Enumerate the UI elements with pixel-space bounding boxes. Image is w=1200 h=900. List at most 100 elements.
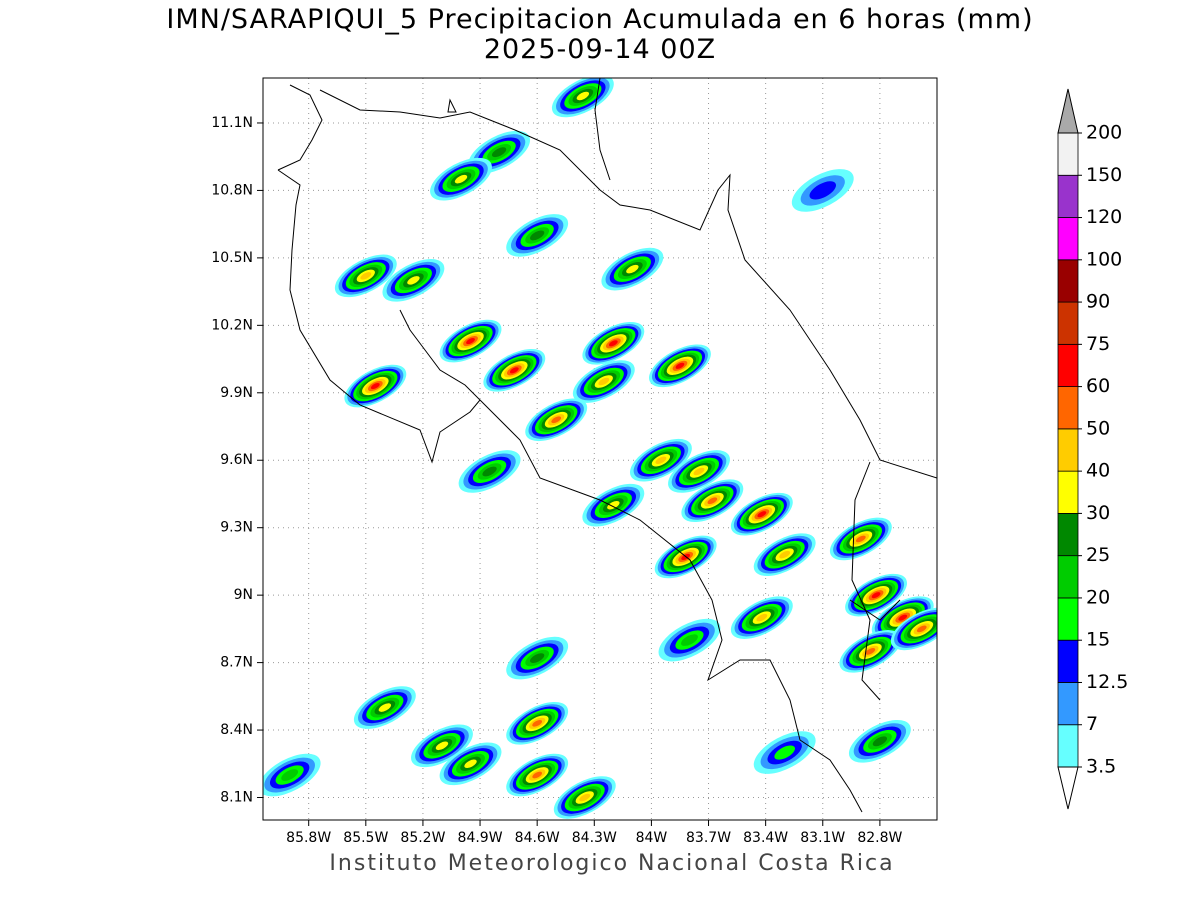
y-tick-label: 9N <box>234 587 253 603</box>
precip-contour <box>809 181 837 200</box>
colorbar-label: 25 <box>1086 544 1110 566</box>
colorbar-segment <box>1057 724 1079 768</box>
precip-cell <box>649 344 711 388</box>
precip-cell <box>753 731 816 774</box>
precip-cell <box>506 636 569 680</box>
colorbar-label: 50 <box>1086 417 1110 439</box>
y-tick-label: 10.8N <box>211 182 253 198</box>
precip-cell <box>382 259 445 302</box>
subtitle: 2025-09-14 00Z <box>484 34 716 65</box>
precip-cell <box>506 214 569 257</box>
precip-cell <box>458 450 521 493</box>
y-tick-label: 11.1N <box>211 115 253 131</box>
precip-contour <box>681 634 698 646</box>
colorbar-label: 12.5 <box>1086 671 1128 693</box>
precip-cell <box>791 169 854 212</box>
precip-cell <box>871 596 934 639</box>
colorbar-segment <box>1057 555 1079 599</box>
colorbar-segment <box>1057 174 1079 218</box>
title: IMN/SARAPIQUI_5 Precipitacion Acumulada … <box>166 4 1033 35</box>
y-tick-label: 9.9N <box>220 385 253 401</box>
colorbar-segment <box>1057 259 1079 303</box>
x-tick-label: 85.8W <box>286 830 331 846</box>
precip-cell <box>506 753 569 797</box>
precip-contour <box>407 276 420 285</box>
colorbar-label: 75 <box>1086 333 1110 355</box>
caribbean-coast <box>514 129 937 479</box>
precip-cell <box>572 360 635 403</box>
colorbar-label: 90 <box>1086 291 1110 313</box>
colorbar-label: 60 <box>1086 375 1110 397</box>
precip-contour <box>865 647 876 655</box>
precip-cell <box>553 776 616 819</box>
precip-contour <box>693 467 705 476</box>
precip-contour <box>898 614 908 621</box>
colorbar-segment <box>1057 682 1079 726</box>
precip-cell <box>839 630 902 673</box>
precip-contour <box>530 230 545 241</box>
y-tick-label: 8.7N <box>220 655 253 671</box>
precip-contour <box>281 769 299 781</box>
colorbar-label: 15 <box>1086 629 1110 651</box>
colorbar-over <box>1057 88 1079 134</box>
x-tick-label: 85.5W <box>343 830 388 846</box>
precip-contour <box>757 511 767 518</box>
y-tick-label: 9.3N <box>220 520 253 536</box>
precip-cell <box>439 319 502 363</box>
precip-contour <box>579 793 591 802</box>
map-frame <box>262 77 938 821</box>
pacific-coast <box>277 84 863 813</box>
x-tick-label: 84.9W <box>458 830 503 846</box>
colorbar-label: 3.5 <box>1086 756 1116 778</box>
precip-contour <box>756 613 768 622</box>
y-tick-label: 10.2N <box>211 317 253 333</box>
precip-contour <box>855 535 866 543</box>
precip-contour <box>482 466 497 477</box>
precip-cell <box>668 450 730 493</box>
colorbar-label: 150 <box>1086 164 1122 186</box>
precip-cell <box>551 78 614 118</box>
precip-contour <box>435 741 449 751</box>
precip-contour <box>466 338 475 345</box>
precip-cell <box>430 157 492 201</box>
precip-contour <box>530 653 545 664</box>
precip-contour <box>871 592 881 599</box>
precip-contour <box>779 550 791 559</box>
y-tick-label: 8.4N <box>220 722 253 738</box>
precip-contour <box>675 362 685 369</box>
colorbar-under <box>1057 766 1079 810</box>
precip-contour <box>370 382 380 390</box>
colorbar-segment <box>1057 343 1079 388</box>
colorbar-label: 20 <box>1086 586 1110 608</box>
coastlines <box>277 78 937 813</box>
precip-contour <box>608 340 618 347</box>
precip-contour <box>532 771 543 779</box>
panama-border <box>849 461 901 701</box>
precip-contour <box>491 147 507 158</box>
precip-cell <box>629 438 692 482</box>
colorbar-label: 40 <box>1086 460 1110 482</box>
colorbar-segment <box>1057 639 1079 683</box>
x-tick-label: 85.2W <box>400 830 445 846</box>
precip-cell <box>601 247 664 291</box>
precip-field <box>263 78 937 819</box>
precip-cell <box>411 724 473 768</box>
precip-contour <box>872 736 888 747</box>
precip-cell <box>890 607 937 651</box>
precip-cell <box>829 517 892 561</box>
precip-cell <box>344 364 407 408</box>
precip-cell <box>439 742 502 786</box>
precip-contour <box>464 759 477 769</box>
colorbar-label: 7 <box>1086 713 1098 735</box>
precip-cell <box>753 533 816 576</box>
nicaragua-border <box>319 78 611 181</box>
precip-cell <box>848 719 911 763</box>
precip-contour <box>626 264 639 274</box>
colorbar-segment <box>1057 428 1079 472</box>
colorbar-segment <box>1057 470 1079 514</box>
precip-cell <box>353 686 416 729</box>
precip-cell <box>334 254 397 298</box>
y-tick-label: 10.5N <box>211 250 253 266</box>
colorbar-label: 30 <box>1086 502 1110 524</box>
